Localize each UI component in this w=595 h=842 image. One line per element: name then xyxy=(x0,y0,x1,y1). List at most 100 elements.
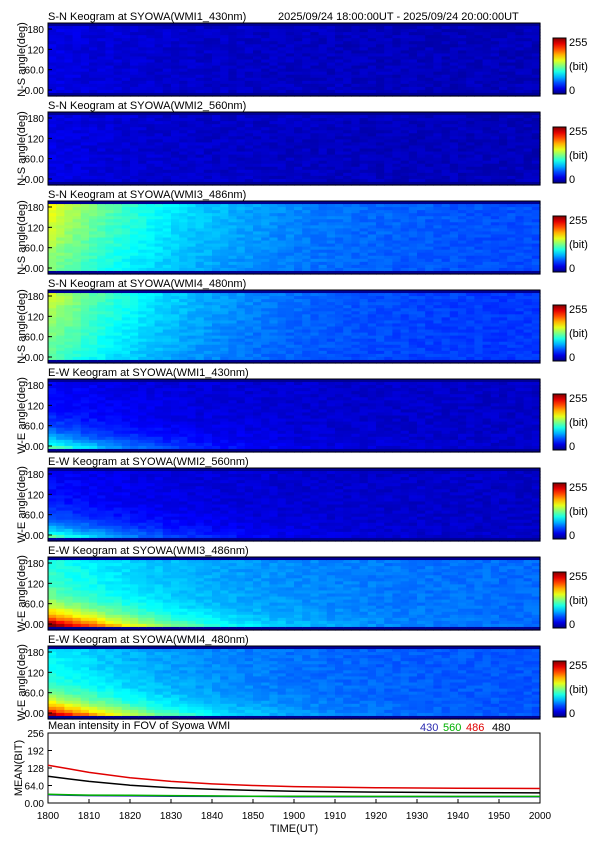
colorbar xyxy=(552,660,567,718)
ytick-label: 180 xyxy=(27,114,44,125)
ytick-label: 60.0 xyxy=(25,244,45,255)
chart-title: Mean intensity in FOV of Syowa WMI xyxy=(48,720,230,732)
chart-ytick-label: 192 xyxy=(27,747,44,758)
panel-ylabel: W-E angle(deg) xyxy=(16,644,28,721)
chart-xtick-label: 1840 xyxy=(201,811,224,822)
colorbar-max-label: 255 xyxy=(569,215,587,227)
ytick-label: 180 xyxy=(27,648,44,659)
keogram-heatmap xyxy=(48,23,541,97)
chart-ytick-label: 256 xyxy=(27,729,44,740)
ytick-label: 120 xyxy=(27,490,44,501)
keogram-heatmap xyxy=(48,468,541,542)
chart-xtick-label: 1900 xyxy=(283,811,306,822)
chart-ytick-label: 64.0 xyxy=(25,782,45,793)
keogram-heatmap xyxy=(48,646,541,720)
panel-title: S-N Keogram at SYOWA(WMI2_560nm) xyxy=(48,100,246,112)
ytick-label: 60.0 xyxy=(25,689,45,700)
keogram-panel: 180 120 60.0 0.00N-S angle(deg) 255 (bit) 0 xyxy=(16,289,588,364)
panel-frame xyxy=(47,645,541,720)
keogram-panel: 180 120 60.0 0.00N-S angle(deg) 255 (bit) 0 xyxy=(16,111,588,186)
panel-title: S-N Keogram at SYOWA(WMI4_480nm) xyxy=(48,278,246,290)
ytick-label: 0.00 xyxy=(25,442,45,453)
panel-frame xyxy=(47,111,541,186)
keogram-heatmap xyxy=(48,557,541,631)
panel-ylabel: N-S angle(deg) xyxy=(16,200,28,275)
colorbar xyxy=(552,571,567,629)
legend-label-480: 480 xyxy=(492,722,510,734)
colorbar-unit-label: (bit) xyxy=(569,328,588,340)
colorbar-max-label: 255 xyxy=(569,660,587,672)
colorbar-min-label: 0 xyxy=(569,85,575,97)
colorbar-max-label: 255 xyxy=(569,37,587,49)
colorbar-max-label: 255 xyxy=(569,482,587,494)
ytick-label: 180 xyxy=(27,203,44,214)
panel-ylabel: N-S angle(deg) xyxy=(16,289,28,364)
colorbar-max-label: 255 xyxy=(569,571,587,583)
ytick-label: 180 xyxy=(27,470,44,481)
ytick-label: 120 xyxy=(27,223,44,234)
colorbar xyxy=(552,304,567,362)
chart-xlabel: TIME(UT) xyxy=(270,823,318,835)
ytick-label: 0.00 xyxy=(25,353,45,364)
colorbar xyxy=(552,37,567,95)
chart-ytick-label: 128 xyxy=(27,764,44,775)
chart-xtick-label: 1800 xyxy=(37,811,60,822)
chart-ytick-label: 0.00 xyxy=(25,799,45,810)
keogram-panel: 180 120 60.0 0.00W-E angle(deg) 255 (bit) 0 xyxy=(16,644,588,721)
series-line-560 xyxy=(47,793,540,798)
ytick-label: 60.0 xyxy=(25,155,45,166)
colorbar-unit-label: (bit) xyxy=(569,506,588,518)
keogram-panel: 180 120 60.0 0.00W-E angle(deg) 255 (bit) 0 xyxy=(16,377,588,454)
panel-title: S-N Keogram at SYOWA(WMI3_486nm) xyxy=(48,189,246,201)
keogram-heatmap xyxy=(48,290,541,364)
legend-label-430: 430 xyxy=(420,722,438,734)
keogram-panel: 180 120 60.0 0.00N-S angle(deg) 255 (bit) 0 xyxy=(16,200,588,275)
time-range-label: 2025/09/24 18:00:00UT - 2025/09/24 20:00… xyxy=(278,11,519,23)
panel-frame xyxy=(47,22,541,97)
colorbar-unit-label: (bit) xyxy=(569,684,588,696)
ytick-label: 120 xyxy=(27,134,44,145)
panel-title: E-W Keogram at SYOWA(WMI3_486nm) xyxy=(48,545,249,557)
panel-ylabel: N-S angle(deg) xyxy=(16,111,28,186)
colorbar-min-label: 0 xyxy=(569,708,575,720)
ytick-label: 0.00 xyxy=(25,709,45,720)
panel-frame xyxy=(47,467,541,542)
chart-xtick-label: 1940 xyxy=(447,811,470,822)
colorbar-min-label: 0 xyxy=(569,263,575,275)
panel-frame xyxy=(47,556,541,631)
keogram-panel: 180 120 60.0 0.00N-S angle(deg) 255 (bit) 0 xyxy=(16,22,588,97)
series-line-486 xyxy=(47,764,541,790)
panel-ylabel: N-S angle(deg) xyxy=(16,22,28,97)
chart-xtick-label: 1920 xyxy=(365,811,388,822)
ytick-label: 120 xyxy=(27,668,44,679)
keogram-panel: 180 120 60.0 0.00W-E angle(deg) 255 (bit) 0 xyxy=(16,466,588,543)
panel-ylabel: W-E angle(deg) xyxy=(16,377,28,454)
keogram-heatmap xyxy=(48,379,541,453)
ytick-label: 0.00 xyxy=(25,86,45,97)
colorbar-min-label: 0 xyxy=(569,530,575,542)
colorbar-min-label: 0 xyxy=(569,441,575,453)
colorbar-unit-label: (bit) xyxy=(569,417,588,429)
ytick-label: 60.0 xyxy=(25,66,45,77)
colorbar-max-label: 255 xyxy=(569,126,587,138)
colorbar-unit-label: (bit) xyxy=(569,150,588,162)
ytick-label: 60.0 xyxy=(25,600,45,611)
chart-xtick-label: 1930 xyxy=(406,811,429,822)
ytick-label: 60.0 xyxy=(25,422,45,433)
panel-ylabel: W-E angle(deg) xyxy=(16,466,28,543)
colorbar xyxy=(552,393,567,451)
chart-xtick-label: 1810 xyxy=(78,811,101,822)
ytick-label: 0.00 xyxy=(25,620,45,631)
ytick-label: 180 xyxy=(27,25,44,36)
colorbar-min-label: 0 xyxy=(569,174,575,186)
colorbar xyxy=(552,215,567,273)
panel-frame xyxy=(47,378,541,453)
chart-xtick-label: 1950 xyxy=(488,811,511,822)
colorbar-min-label: 0 xyxy=(569,619,575,631)
ytick-label: 180 xyxy=(27,559,44,570)
ytick-label: 0.00 xyxy=(25,175,45,186)
colorbar-min-label: 0 xyxy=(569,352,575,364)
series-line-480 xyxy=(47,775,541,794)
panel-title: E-W Keogram at SYOWA(WMI4_480nm) xyxy=(48,634,249,646)
